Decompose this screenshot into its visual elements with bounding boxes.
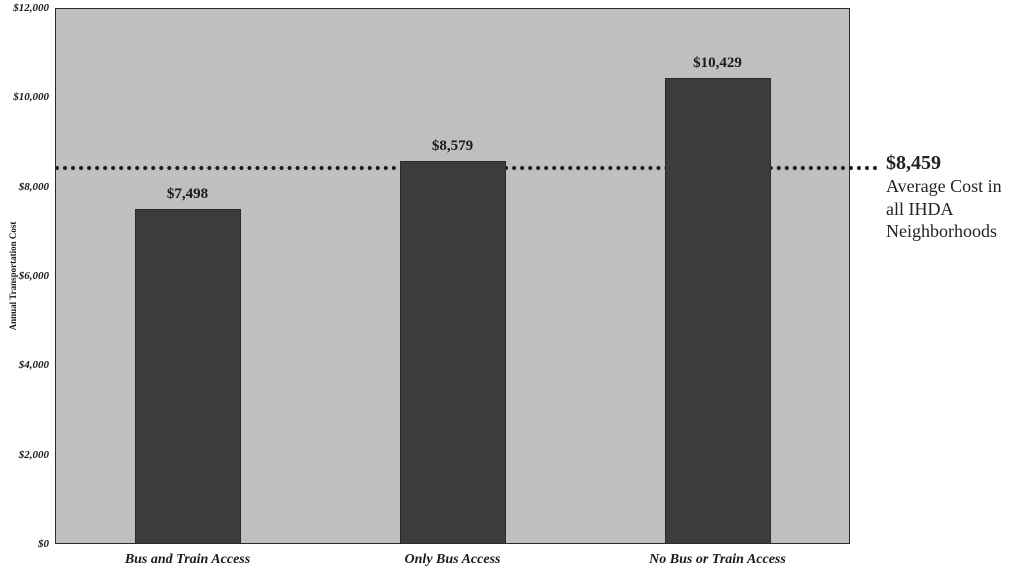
reference-description: Average Cost in all IHDA Neighborhoods: [886, 175, 1024, 243]
y-tick-label: $2,000: [19, 449, 49, 461]
y-tick-label: $4,000: [19, 359, 49, 371]
bar-value-label: $7,498: [167, 186, 208, 203]
bar-value-label: $10,429: [693, 55, 742, 72]
chart-container: Annual Transportation Cost $8,459 Averag…: [0, 0, 1024, 576]
x-tick-label: Bus and Train Access: [125, 552, 250, 568]
y-tick-label: $8,000: [19, 181, 49, 193]
bar: [665, 78, 771, 544]
y-axis-title: Annual Transportation Cost: [8, 222, 18, 331]
y-tick-label: $0: [38, 538, 49, 550]
y-tick-label: $6,000: [19, 270, 49, 282]
bar: [400, 161, 506, 544]
reference-annotation: $8,459 Average Cost in all IHDA Neighbor…: [886, 152, 1024, 243]
x-tick-label: No Bus or Train Access: [649, 552, 786, 568]
bar: [135, 209, 241, 544]
y-tick-label: $10,000: [13, 91, 49, 103]
bar-value-label: $8,579: [432, 138, 473, 155]
reference-value: $8,459: [886, 152, 1024, 175]
x-tick-label: Only Bus Access: [405, 552, 501, 568]
y-tick-label: $12,000: [13, 2, 49, 14]
